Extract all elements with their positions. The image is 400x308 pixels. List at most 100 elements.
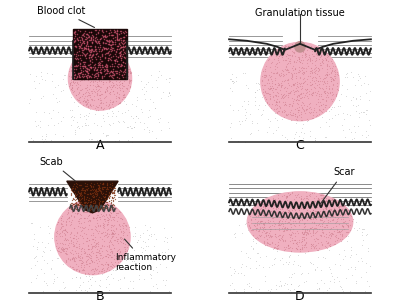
Point [104, 47, 110, 52]
Point [84, 200, 91, 205]
Point [333, 220, 340, 225]
Point [122, 60, 128, 65]
Point [39, 136, 45, 141]
Point [58, 218, 64, 223]
Point [278, 93, 285, 98]
Point [344, 229, 350, 234]
Point [86, 29, 92, 34]
Point [82, 113, 89, 118]
Point [95, 197, 102, 201]
Point [94, 223, 101, 228]
Point [119, 96, 125, 101]
Circle shape [55, 199, 130, 275]
Point [120, 92, 126, 97]
Point [89, 249, 95, 254]
Point [314, 83, 320, 88]
Point [278, 198, 284, 203]
Point [122, 66, 128, 71]
Point [104, 201, 110, 206]
Point [98, 206, 104, 211]
Point [343, 275, 349, 280]
Point [81, 64, 88, 69]
Point [260, 204, 266, 209]
Point [145, 79, 151, 84]
Point [274, 91, 281, 96]
Point [299, 55, 306, 59]
Point [298, 240, 304, 245]
Point [37, 125, 44, 130]
Point [88, 54, 94, 59]
Point [79, 206, 85, 211]
Point [97, 101, 104, 106]
Point [350, 217, 356, 222]
Point [84, 186, 91, 191]
Point [80, 75, 86, 79]
Point [105, 253, 112, 257]
Point [109, 233, 116, 238]
Point [74, 191, 80, 196]
Point [358, 255, 364, 260]
Point [94, 254, 100, 259]
Point [120, 247, 126, 252]
Point [93, 187, 100, 192]
Point [281, 115, 287, 120]
Point [92, 203, 99, 208]
Point [71, 243, 78, 248]
Point [72, 249, 78, 253]
Point [126, 88, 132, 93]
Point [120, 226, 126, 231]
Point [100, 206, 106, 211]
Point [73, 267, 80, 272]
Point [88, 199, 94, 204]
Point [137, 120, 143, 124]
Point [107, 225, 114, 230]
Point [310, 214, 316, 219]
Point [96, 183, 103, 188]
Point [332, 112, 338, 117]
Point [282, 226, 288, 231]
Point [95, 182, 101, 187]
Point [346, 229, 352, 233]
Point [80, 51, 86, 56]
Point [307, 231, 313, 236]
Point [126, 77, 132, 82]
Point [324, 220, 331, 225]
Point [118, 36, 124, 41]
Point [252, 102, 258, 107]
Point [93, 196, 99, 201]
Point [339, 207, 345, 212]
Point [364, 82, 371, 87]
Point [94, 247, 100, 252]
Point [242, 221, 248, 226]
Point [112, 197, 118, 202]
Point [80, 215, 87, 220]
Point [276, 213, 283, 218]
Point [269, 209, 276, 214]
Point [288, 282, 294, 286]
Point [303, 51, 309, 56]
Point [96, 83, 102, 88]
Point [348, 129, 354, 134]
Point [109, 202, 115, 207]
Point [58, 220, 64, 225]
Point [121, 50, 127, 55]
Point [299, 237, 306, 242]
Point [108, 180, 115, 185]
Point [84, 96, 90, 101]
Point [121, 94, 128, 99]
Point [114, 61, 121, 66]
Point [302, 52, 309, 57]
Point [106, 105, 113, 110]
Point [328, 58, 335, 63]
Point [278, 108, 285, 113]
Point [80, 98, 86, 103]
Point [110, 73, 117, 78]
Point [301, 237, 307, 242]
Point [65, 244, 72, 249]
Point [293, 240, 300, 245]
Point [93, 74, 100, 79]
Point [108, 207, 114, 212]
Point [305, 94, 311, 99]
Point [264, 230, 270, 235]
Point [76, 201, 83, 205]
